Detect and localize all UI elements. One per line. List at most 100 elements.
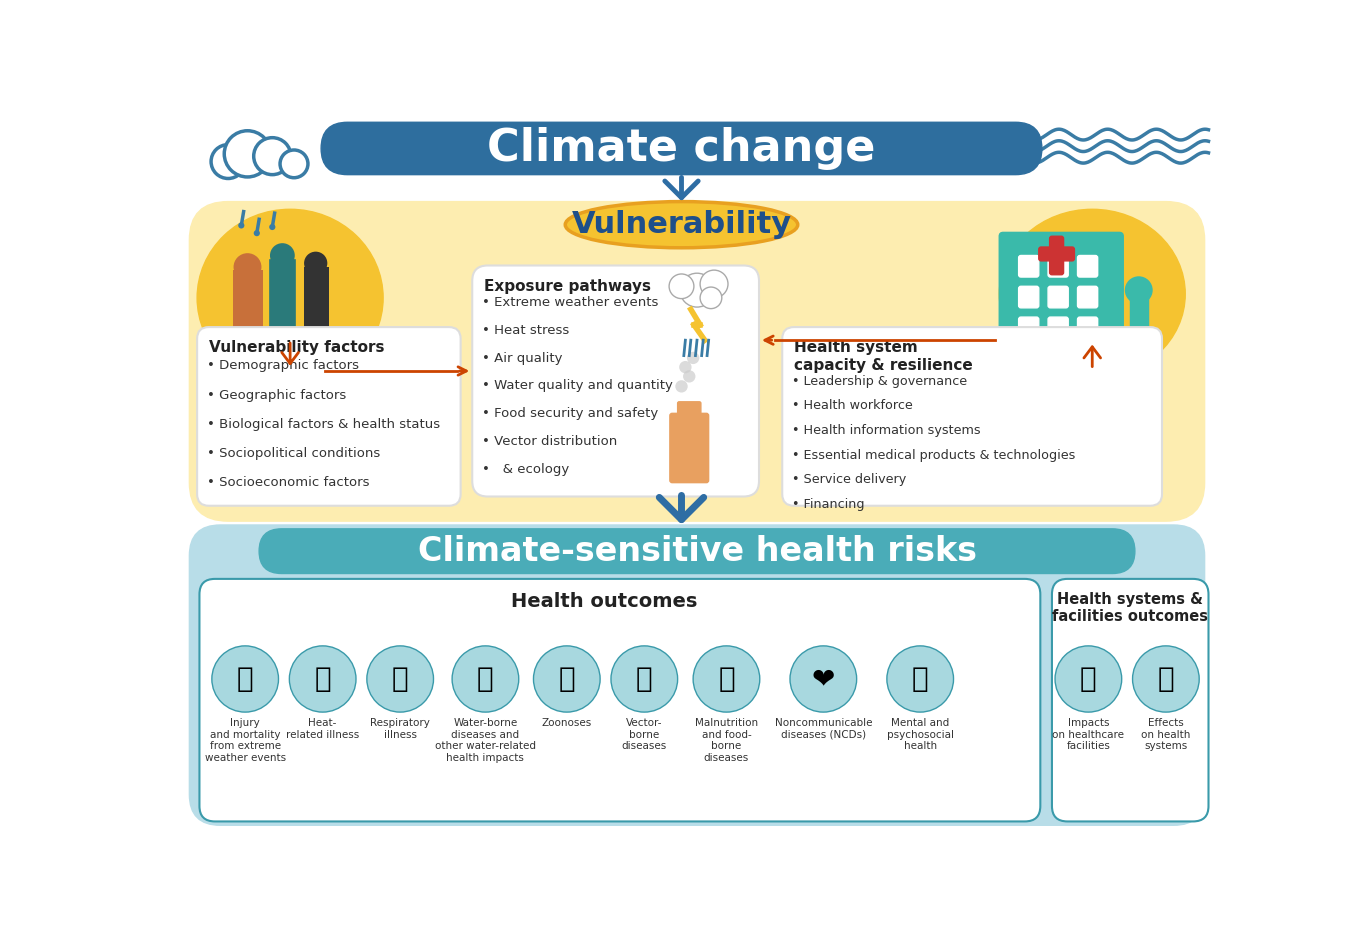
FancyBboxPatch shape xyxy=(1049,317,1068,339)
Text: Mental and
psychosocial
health: Mental and psychosocial health xyxy=(887,718,953,752)
FancyBboxPatch shape xyxy=(1049,286,1068,308)
Text: Impacts
on healthcare
facilities: Impacts on healthcare facilities xyxy=(1053,718,1125,752)
FancyBboxPatch shape xyxy=(782,327,1161,506)
FancyBboxPatch shape xyxy=(1077,317,1098,339)
Text: 🫁: 🫁 xyxy=(392,665,408,693)
Circle shape xyxy=(687,351,699,364)
Text: 🏥: 🏥 xyxy=(1080,665,1096,693)
FancyBboxPatch shape xyxy=(1077,286,1098,308)
FancyBboxPatch shape xyxy=(677,402,700,417)
Text: Exposure pathways: Exposure pathways xyxy=(484,279,651,294)
Text: •   & ecology: • & ecology xyxy=(483,463,570,476)
Text: Vulnerability factors: Vulnerability factors xyxy=(208,340,385,355)
Text: • Water quality and quantity: • Water quality and quantity xyxy=(483,380,673,393)
FancyBboxPatch shape xyxy=(260,528,1134,574)
Ellipse shape xyxy=(197,209,384,386)
FancyBboxPatch shape xyxy=(1019,317,1039,339)
Text: Malnutrition
and food-
borne
diseases: Malnutrition and food- borne diseases xyxy=(695,718,758,763)
Circle shape xyxy=(254,230,260,236)
Circle shape xyxy=(212,646,279,712)
Text: • Sociopolitical conditions: • Sociopolitical conditions xyxy=(207,447,381,461)
Text: • Vector distribution: • Vector distribution xyxy=(483,435,617,447)
Circle shape xyxy=(669,274,694,299)
Text: 🦟: 🦟 xyxy=(636,665,653,693)
Text: • Service delivery: • Service delivery xyxy=(793,474,907,486)
Text: • Health workforce: • Health workforce xyxy=(793,399,913,413)
Circle shape xyxy=(790,646,857,712)
Text: • Heat stress: • Heat stress xyxy=(483,324,570,337)
Text: Vulnerability: Vulnerability xyxy=(571,210,792,239)
Text: Climate-sensitive health risks: Climate-sensitive health risks xyxy=(418,535,976,568)
Circle shape xyxy=(1055,646,1122,712)
Ellipse shape xyxy=(566,202,798,248)
Circle shape xyxy=(676,381,688,393)
Text: 🧠: 🧠 xyxy=(913,665,929,693)
Circle shape xyxy=(680,273,714,307)
Circle shape xyxy=(679,361,692,373)
Circle shape xyxy=(700,270,728,298)
FancyBboxPatch shape xyxy=(189,202,1205,521)
Text: • Socioeconomic factors: • Socioeconomic factors xyxy=(207,477,370,490)
Circle shape xyxy=(887,646,953,712)
FancyBboxPatch shape xyxy=(200,579,1040,821)
Text: Health systems &
facilities outcomes: Health systems & facilities outcomes xyxy=(1053,592,1208,625)
Circle shape xyxy=(234,253,261,281)
FancyBboxPatch shape xyxy=(1039,247,1074,261)
Text: • Essential medical products & technologies: • Essential medical products & technolog… xyxy=(793,448,1076,462)
Circle shape xyxy=(290,646,356,712)
Text: Noncommunicable
diseases (NCDs): Noncommunicable diseases (NCDs) xyxy=(775,718,872,739)
Text: Climate change: Climate change xyxy=(487,127,876,170)
Circle shape xyxy=(700,287,722,309)
Text: Respiratory
illness: Respiratory illness xyxy=(370,718,430,739)
Text: 🤕: 🤕 xyxy=(237,665,253,693)
FancyBboxPatch shape xyxy=(321,122,1042,174)
Circle shape xyxy=(533,646,600,712)
Text: 💧: 💧 xyxy=(477,665,494,693)
Text: • Financing: • Financing xyxy=(793,498,865,512)
FancyBboxPatch shape xyxy=(670,414,709,482)
Text: 🌡: 🌡 xyxy=(314,665,330,693)
Circle shape xyxy=(254,138,291,174)
Text: 🐄: 🐄 xyxy=(559,665,575,693)
Ellipse shape xyxy=(1000,209,1186,379)
Circle shape xyxy=(452,646,518,712)
FancyBboxPatch shape xyxy=(1019,286,1039,308)
Circle shape xyxy=(224,131,271,177)
Circle shape xyxy=(280,150,307,178)
Text: Effects
on health
systems: Effects on health systems xyxy=(1141,718,1190,752)
Text: • Health information systems: • Health information systems xyxy=(793,424,981,437)
Text: • Extreme weather events: • Extreme weather events xyxy=(483,297,658,309)
Circle shape xyxy=(271,243,295,268)
FancyBboxPatch shape xyxy=(197,327,461,506)
Circle shape xyxy=(1125,276,1153,304)
FancyBboxPatch shape xyxy=(1019,255,1039,277)
Text: Injury
and mortality
from extreme
weather events: Injury and mortality from extreme weathe… xyxy=(204,718,286,763)
FancyBboxPatch shape xyxy=(1050,236,1064,275)
FancyBboxPatch shape xyxy=(1049,255,1068,277)
Text: ❤: ❤ xyxy=(812,665,835,693)
Text: 💊: 💊 xyxy=(1157,665,1174,693)
Text: Water-borne
diseases and
other water-related
health impacts: Water-borne diseases and other water-rel… xyxy=(435,718,536,763)
Circle shape xyxy=(683,370,695,382)
Text: Health outcomes: Health outcomes xyxy=(511,592,698,611)
Text: • Demographic factors: • Demographic factors xyxy=(207,360,359,372)
Circle shape xyxy=(238,222,245,229)
Text: • Biological factors & health status: • Biological factors & health status xyxy=(207,418,441,430)
Circle shape xyxy=(800,157,812,170)
Text: 🌾: 🌾 xyxy=(718,665,734,693)
Text: • Food security and safety: • Food security and safety xyxy=(483,407,658,420)
Circle shape xyxy=(269,224,276,230)
FancyBboxPatch shape xyxy=(1000,233,1123,367)
Circle shape xyxy=(1133,646,1200,712)
FancyBboxPatch shape xyxy=(472,266,759,496)
FancyBboxPatch shape xyxy=(1051,579,1209,821)
Text: • Air quality: • Air quality xyxy=(483,351,563,365)
FancyBboxPatch shape xyxy=(1077,255,1098,277)
Circle shape xyxy=(611,646,677,712)
Text: Zoonoses: Zoonoses xyxy=(541,718,592,728)
Text: Health system
capacity & resilience: Health system capacity & resilience xyxy=(794,340,972,373)
Text: Heat-
related illness: Heat- related illness xyxy=(286,718,359,739)
Text: Vector-
borne
diseases: Vector- borne diseases xyxy=(622,718,666,752)
Circle shape xyxy=(211,145,245,178)
Circle shape xyxy=(367,646,434,712)
